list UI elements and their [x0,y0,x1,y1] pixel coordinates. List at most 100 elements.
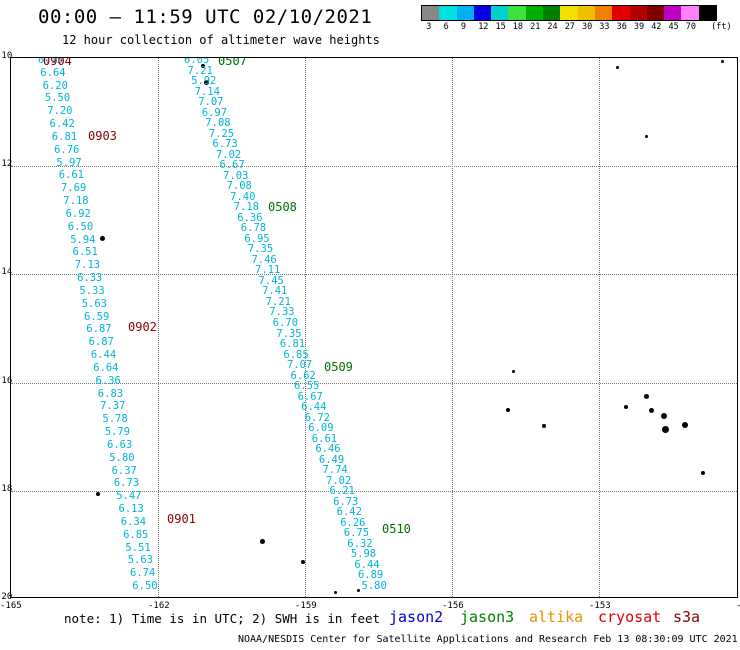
legend-swatch [491,6,509,20]
wave-height-value: 6.62 [290,369,316,382]
latitude-label: -20 [0,592,13,602]
legend-tick-label: 42 [651,22,662,32]
island-marker [260,539,265,544]
wave-height-value: 7.35 [276,327,302,340]
wave-height-value: 6.51 [72,246,98,259]
wave-height-value: 6.09 [308,422,334,435]
pass-label: 0903 [88,129,117,143]
wave-height-value: 6.55 [294,380,320,393]
wave-height-value: 5.63 [127,554,153,567]
wave-height-value: 6.05 [184,57,210,66]
island-marker [645,135,648,138]
wave-height-value: 6.15 [38,57,64,66]
wave-height-value: 6.49 [318,453,345,466]
legend-tick-label: (ft) [711,22,732,32]
wave-height-value: 7.03 [223,169,249,182]
pass-label: 0510 [382,522,411,536]
wave-height-value: 5.94 [70,233,96,246]
wave-height-value: 6.74 [130,567,156,580]
wave-height-value: 5.80 [109,451,135,464]
legend-tick-label: 39 [633,22,645,32]
note-text: note: 1) Time is in UTC; 2) SWH is in fe… [64,611,381,626]
longitude-label: -153 [589,601,611,611]
wave-height-value: 5.80 [361,580,387,592]
legend-swatch [646,6,665,20]
island-marker [204,80,209,85]
island-marker [201,64,205,68]
island-marker [334,591,337,594]
legend-swatch [439,6,457,20]
wave-height-value: 7.35 [247,243,274,256]
map-area: 6.15 6.64 6.20 5.50 7.20 6.42 6.81 6.76 5.97 6.61… [10,57,738,598]
wave-height-value: 7.02 [326,474,352,487]
wave-height-value: 7.45 [258,274,284,287]
satellite-name: altika [529,608,584,626]
legend-tick-label: 9 [460,22,467,32]
footer-credit: NOAA/NESDIS Center for Satellite Applica… [238,634,738,645]
grid-line-vertical [305,58,306,597]
legend-swatch [577,6,595,20]
legend-swatch [629,6,647,20]
wave-height-value: 6.61 [58,169,84,182]
wave-height-value: 5.78 [102,413,128,426]
legend-tick-label: 70 [685,22,697,32]
wave-height-value: 6.63 [107,438,133,451]
legend-swatch [525,6,544,20]
wave-height-value: 6.75 [343,527,370,540]
satellite-name: s3a [673,608,701,626]
island-marker [644,394,649,399]
wave-height-value: 6.73 [212,138,238,151]
wave-height-value: 6.44 [354,558,380,571]
latitude-label: -12 [0,159,13,170]
wave-height-value: 7.18 [233,201,259,214]
wave-height-value: 6.37 [111,464,137,477]
wave-height-value: 6.78 [240,222,267,235]
wave-height-value: 6.21 [329,485,355,498]
legend-tick-label: 27 [564,22,575,32]
legend-tick-label: 24 [547,22,558,32]
wave-height-value: 6.26 [340,516,366,529]
legend-tick-label: 3 [426,22,432,32]
legend-tick-label: 6 [443,22,449,32]
wave-height-value: 6.42 [49,118,75,131]
wave-height-value: 7.18 [63,195,89,208]
pass-label: 0901 [167,512,196,526]
satellite-name: jason3 [460,608,515,626]
legend-tick-label: 18 [512,22,524,32]
legend-swatch [612,6,630,20]
wave-height-value: 5.50 [44,92,71,105]
wave-height-value: 5.97 [56,156,82,169]
wave-height-value: 6.64 [93,361,119,374]
wave-height-value: 6.50 [67,220,94,233]
legend-tick-label: 30 [582,22,593,32]
wave-height-value: 6.36 [237,211,263,224]
legend-tick-label: 12 [478,22,489,32]
wave-height-value: 6.44 [90,349,117,362]
wave-height-value: 5.47 [116,490,142,503]
pass-label: 0902 [128,320,157,334]
legend-tick-label: 36 [616,22,627,32]
grid-line-vertical [158,58,159,597]
island-marker [301,560,305,564]
grid-line-horizontal [11,166,737,168]
pass-label: 0509 [324,360,353,374]
legend-tick-label: 15 [495,22,506,32]
island-marker [357,589,360,592]
wave-height-value: 6.33 [77,272,103,285]
wave-height-value: 6.44 [301,401,327,414]
wave-height-value: 7.11 [255,264,281,277]
pass-label: 0508 [268,200,297,214]
wave-height-value: 6.92 [65,207,91,220]
wave-height-value: 6.36 [95,374,121,387]
island-marker [662,426,669,433]
wave-height-value: 7.08 [205,117,231,130]
legend-swatch [664,6,682,20]
island-marker [721,60,724,63]
wave-height-value: 7.21 [265,295,291,308]
wave-height-value: 6.83 [97,387,124,400]
wave-height-value: 5.51 [125,541,151,554]
legend-swatch [473,6,492,20]
wave-height-value: 6.70 [272,317,299,329]
legend-swatch [698,6,717,20]
map-subtitle: 12 hour collection of altimeter wave hei… [62,33,380,47]
